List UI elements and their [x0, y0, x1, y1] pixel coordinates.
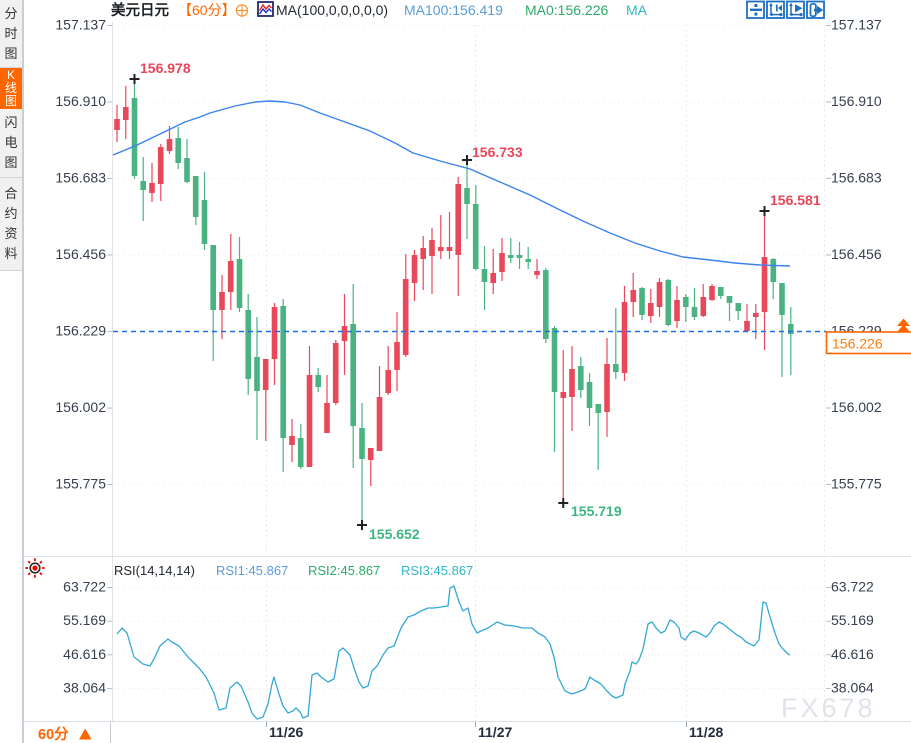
svg-text:RSI3:45.867: RSI3:45.867	[401, 563, 473, 578]
svg-text:156.978: 156.978	[140, 60, 191, 76]
svg-text:156.733: 156.733	[472, 144, 523, 160]
svg-text:156.002: 156.002	[55, 399, 106, 415]
svg-text:156.581: 156.581	[770, 192, 821, 208]
svg-text:155.652: 155.652	[369, 526, 420, 542]
svg-text:60分: 60分	[38, 726, 69, 743]
svg-text:63.722: 63.722	[831, 579, 874, 595]
svg-text:11/28: 11/28	[689, 724, 723, 740]
svg-text:156.002: 156.002	[831, 399, 882, 415]
svg-text:156.683: 156.683	[55, 170, 106, 186]
svg-text:156.456: 156.456	[831, 246, 882, 262]
svg-text:157.137: 157.137	[831, 17, 882, 33]
svg-text:MA(100,0,0,0,0,0): MA(100,0,0,0,0,0)	[276, 2, 388, 18]
svg-text:MA100:156.419: MA100:156.419	[404, 2, 503, 18]
svg-text:156.456: 156.456	[55, 246, 106, 262]
svg-text:美元日元: 美元日元	[111, 1, 169, 19]
svg-text:55.169: 55.169	[63, 612, 106, 628]
svg-text:156.910: 156.910	[55, 93, 106, 109]
svg-text:157.137: 157.137	[55, 17, 106, 33]
svg-text:155.719: 155.719	[571, 503, 622, 519]
svg-text:11/26: 11/26	[269, 724, 303, 740]
svg-text:155.775: 155.775	[831, 476, 882, 492]
svg-text:【60分】: 【60分】	[178, 2, 236, 18]
svg-text:RSI2:45.867: RSI2:45.867	[308, 563, 380, 578]
svg-text:38.064: 38.064	[63, 680, 106, 696]
svg-text:38.064: 38.064	[831, 680, 874, 696]
svg-text:156.229: 156.229	[55, 323, 106, 339]
svg-text:156.683: 156.683	[831, 170, 882, 186]
svg-text:RSI1:45.867: RSI1:45.867	[216, 563, 288, 578]
svg-text:55.169: 55.169	[831, 612, 874, 628]
svg-text:156.910: 156.910	[831, 93, 882, 109]
svg-text:46.616: 46.616	[831, 646, 874, 662]
svg-text:MA0:156.226: MA0:156.226	[525, 2, 608, 18]
svg-text:155.775: 155.775	[55, 476, 106, 492]
svg-text:FX678: FX678	[781, 693, 876, 723]
svg-text:156.226: 156.226	[832, 336, 883, 352]
svg-text:RSI(14,14,14): RSI(14,14,14)	[114, 563, 195, 578]
svg-text:MA: MA	[626, 2, 648, 18]
svg-text:46.616: 46.616	[63, 646, 106, 662]
svg-text:11/27: 11/27	[478, 724, 512, 740]
svg-text:63.722: 63.722	[63, 579, 106, 595]
